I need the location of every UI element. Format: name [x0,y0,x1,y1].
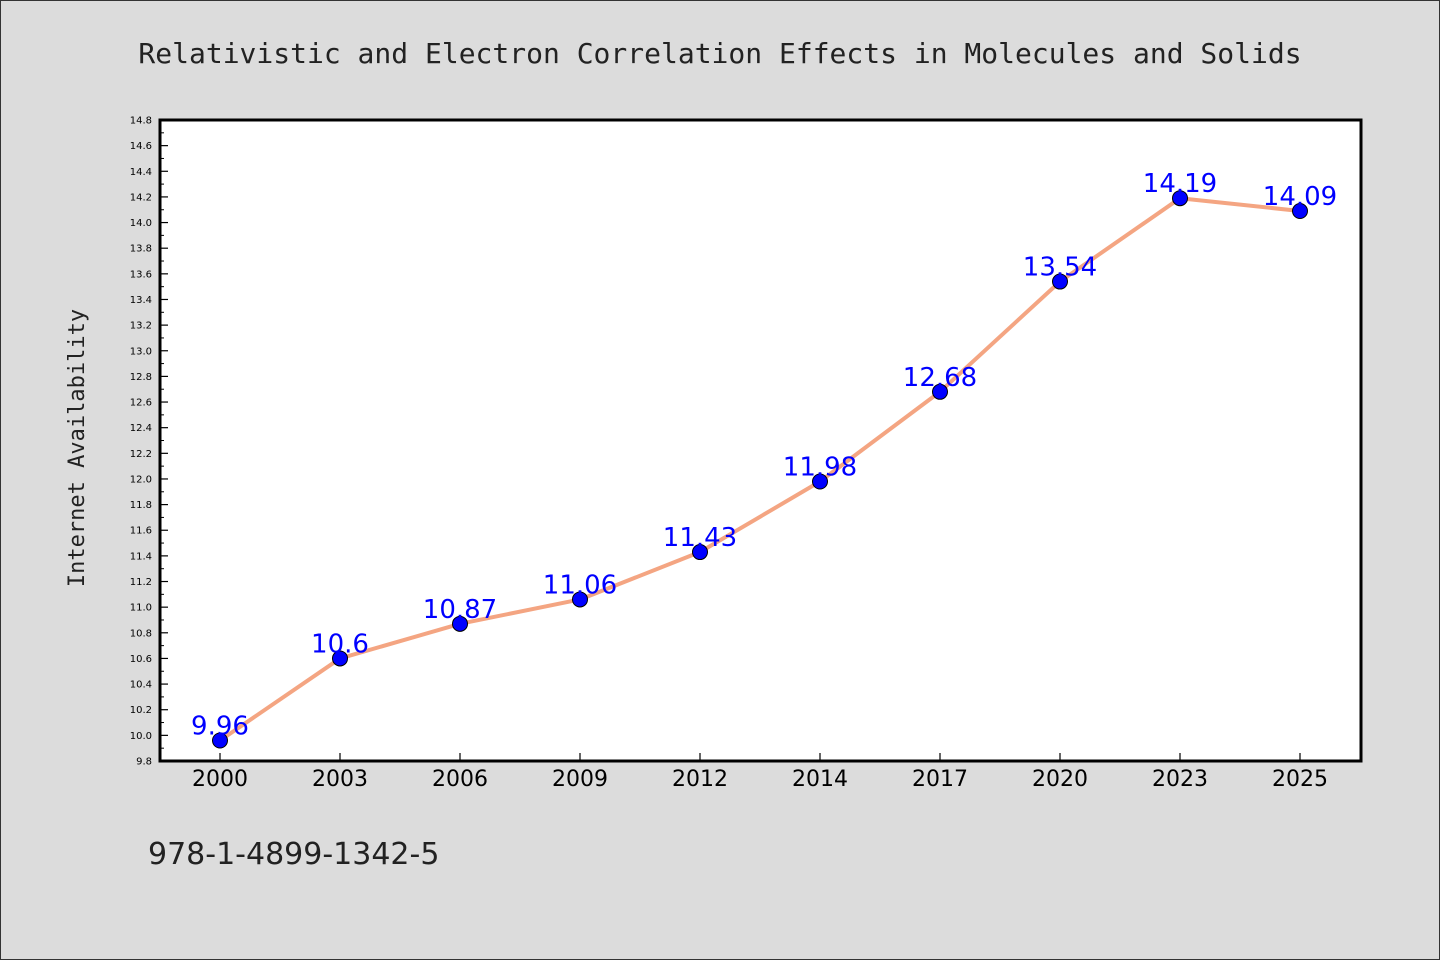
y-tick-label: 9.8 [136,757,152,768]
y-tick-label: 12.6 [130,398,152,409]
isbn-label: 978-1-4899-1342-5 [148,837,439,872]
data-point [1052,273,1068,290]
y-tick-label: 14.6 [130,141,152,152]
data-label: 12.68 [903,363,977,393]
x-tick-label: 2003 [312,767,368,792]
y-tick-label: 10.8 [130,628,152,639]
data-label: 11.98 [783,453,857,483]
data-label: 11.06 [543,570,617,600]
y-tick-label: 10.0 [130,731,152,742]
data-point [1292,203,1308,220]
y-tick-label: 13.0 [130,346,152,357]
x-tick-label: 2017 [912,767,968,792]
y-tick-label: 10.4 [130,680,152,691]
data-point [1172,190,1188,207]
y-axis-label: Internet Availability [65,309,90,587]
y-tick-label: 13.4 [130,295,152,306]
y-axis: 9.8 10.0 10.2 10.4 10.6 10.8 11.0 11.2 11.4 11.6 1… [130,116,168,768]
y-tick-label: 14.0 [130,218,152,229]
data-label: 14.19 [1143,169,1217,199]
data-point [812,473,828,490]
y-tick-label: 14.4 [130,167,152,178]
y-tick-label: 12.0 [130,474,152,485]
x-tick-label: 2000 [192,767,248,792]
y-tick-label: 14.8 [130,116,152,127]
y-tick-label: 12.8 [130,372,152,383]
data-point [932,383,948,400]
data-point [332,650,348,667]
x-tick-label: 2009 [552,767,608,792]
y-tick-label: 11.6 [130,526,152,537]
x-tick-label: 2014 [792,767,848,792]
y-tick-label: 13.6 [130,269,152,280]
x-axis: 2000 2003 2006 2009 2012 2014 2017 2020 2023 2025 [192,753,1328,792]
x-tick-label: 2020 [1032,767,1088,792]
series-layer: 9.96 10.6 10.87 11.06 11.43 11.98 12.68 13.54 14… [191,169,1337,749]
y-tick-label: 13.2 [130,321,152,332]
data-label: 11.43 [663,523,737,553]
y-tick-label: 11.8 [130,500,152,511]
data-point [212,732,228,749]
x-tick-label: 2023 [1152,767,1208,792]
y-tick-label: 13.8 [130,244,152,255]
data-label: 14.09 [1263,182,1337,212]
series-line [218,196,1302,743]
data-point [572,591,588,608]
y-tick-label: 12.4 [130,423,152,434]
y-tick-label: 11.2 [130,577,152,588]
y-tick-label: 14.2 [130,192,152,203]
data-label: 10.87 [423,595,497,625]
x-tick-label: 2025 [1272,767,1328,792]
chart-title: Relativistic and Electron Correlation Ef… [138,37,1301,70]
data-point [692,544,708,561]
data-label: 13.54 [1023,253,1097,283]
y-tick-label: 11.4 [130,551,152,562]
y-tick-label: 10.2 [130,705,152,716]
y-tick-label: 11.0 [130,603,152,614]
data-label: 9.96 [191,711,249,741]
y-tick-label: 12.2 [130,449,152,460]
y-tick-label: 10.6 [130,654,152,665]
data-label: 10.6 [311,629,369,659]
data-point [452,615,468,632]
x-tick-label: 2012 [672,767,728,792]
x-tick-label: 2006 [432,767,488,792]
